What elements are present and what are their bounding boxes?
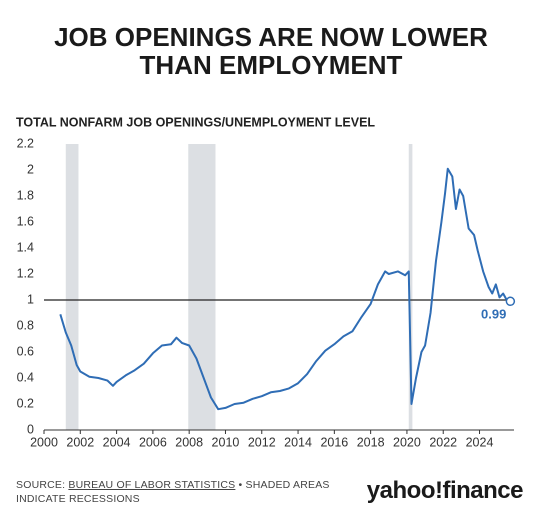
x-tick-label: 2010 <box>212 435 240 449</box>
chart: JOB OPENINGS ARE NOW LOWER THAN EMPLOYME… <box>16 22 516 449</box>
source-text: • SHADED AREAS INDICATE RECESSIONS <box>16 479 330 505</box>
source-link[interactable]: BUREAU OF LABOR STATISTICS <box>68 479 236 491</box>
x-tick-label: 2002 <box>66 435 94 449</box>
x-tick-label: 2006 <box>139 435 167 449</box>
recession-shade <box>65 144 79 430</box>
x-tick-label: 2008 <box>175 435 203 449</box>
chart-subtitle: TOTAL NONFARM JOB OPENINGS/UNEMPLOYMENT … <box>16 115 375 129</box>
x-tick-label: 2004 <box>103 435 131 449</box>
x-tick-label: 2018 <box>357 435 385 449</box>
x-tick-label: 2020 <box>393 435 421 449</box>
chart-title: JOB OPENINGS ARE NOW LOWER <box>54 22 488 52</box>
source-label: SOURCE: <box>16 479 66 491</box>
data-line <box>59 167 511 411</box>
y-tick-label: 0 <box>27 422 34 436</box>
x-tick-label: 2012 <box>248 435 276 449</box>
x-tick-label: 2000 <box>30 435 58 449</box>
x-tick-label: 2024 <box>466 435 494 449</box>
end-value-label: 0.99 <box>481 307 506 322</box>
y-tick-label: 0.6 <box>17 344 34 358</box>
y-tick-label: 1.6 <box>17 214 34 228</box>
y-tick-label: 0.4 <box>17 370 34 384</box>
y-tick-label: 0.8 <box>17 318 34 332</box>
recession-shade <box>188 144 216 430</box>
y-tick-label: 2.2 <box>17 136 34 150</box>
x-tick-label: 2016 <box>320 435 348 449</box>
y-tick-label: 0.2 <box>17 396 34 410</box>
y-tick-label: 1.8 <box>17 188 34 202</box>
end-marker <box>505 296 516 307</box>
y-tick-label: 1 <box>27 292 34 306</box>
y-tick-label: 2 <box>27 162 34 176</box>
logo: yahoo!finance <box>366 477 524 504</box>
y-tick-label: 1.2 <box>17 266 34 280</box>
recession-shade <box>408 144 413 430</box>
x-tick-label: 2022 <box>429 435 457 449</box>
chart-title: THAN EMPLOYMENT <box>140 50 403 80</box>
source-note: SOURCE: BUREAU OF LABOR STATISTICS • SHA… <box>16 478 336 506</box>
y-tick-label: 1.4 <box>17 240 34 254</box>
x-tick-label: 2014 <box>284 435 312 449</box>
